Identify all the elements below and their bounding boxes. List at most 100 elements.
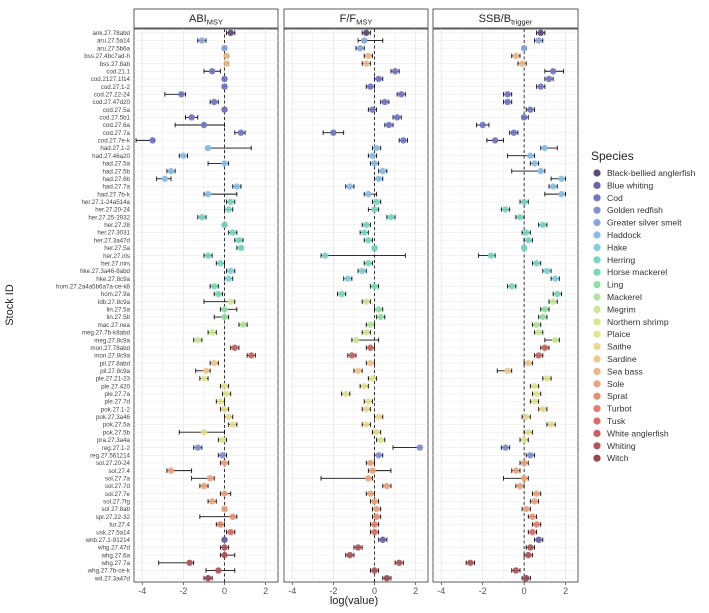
data-point [363, 29, 370, 37]
data-point [200, 121, 208, 129]
data-point [211, 359, 218, 367]
data-point [221, 405, 228, 413]
data-point [373, 505, 380, 513]
y-tick-label: pok.27.5a [103, 422, 131, 429]
data-point [348, 352, 356, 359]
data-point [235, 237, 243, 244]
y-tick-label: ank.27.78abd [92, 30, 130, 37]
data-point [221, 75, 228, 83]
legend-swatch [593, 380, 601, 388]
data-point [365, 475, 372, 482]
data-point [223, 60, 230, 67]
data-point [510, 129, 517, 136]
data-point [221, 505, 228, 513]
data-point [520, 45, 528, 52]
data-point [229, 513, 236, 520]
legend-label: Mackerel [607, 292, 642, 302]
data-point [221, 313, 228, 321]
data-point [527, 106, 534, 113]
data-point [225, 413, 232, 421]
data-point [537, 29, 544, 37]
legend-label: Turbot [607, 404, 632, 414]
legend-swatch [593, 194, 601, 202]
y-tick-label: spr.27.22-32 [96, 514, 131, 521]
legend-label: Whiting [607, 441, 636, 451]
data-point [539, 221, 546, 229]
data-point [371, 567, 378, 574]
data-point [549, 68, 557, 75]
y-tick-label: sol.27.7d [105, 483, 131, 490]
data-point [537, 167, 544, 175]
y-tick-label: pok.27.1-2 [101, 406, 131, 413]
legend-swatch [593, 206, 601, 214]
data-point [198, 37, 206, 44]
legend-swatch [593, 392, 601, 400]
data-point [365, 260, 372, 267]
legend-label: Ling [607, 280, 623, 290]
data-point [371, 498, 378, 505]
data-point [523, 229, 530, 236]
x-tick-label: -4 [437, 586, 445, 596]
legend-swatch [593, 219, 601, 227]
data-point [217, 521, 224, 528]
y-tick-label: had.27.46a20 [92, 153, 130, 160]
y-tick-label: lin.27.5a [107, 307, 131, 314]
data-point [221, 382, 228, 390]
legend-label: Herring [607, 255, 635, 265]
data-point [531, 498, 538, 505]
data-point [221, 536, 228, 543]
data-point [525, 551, 532, 559]
data-point [375, 306, 382, 313]
data-point [504, 98, 511, 106]
data-point [200, 482, 208, 490]
y-tick-label: usk.27.5a14 [96, 529, 130, 536]
y-tick-label: reg.27.1-2 [102, 445, 131, 452]
data-point [523, 574, 530, 582]
y-tick-label: mon.27.78abd [90, 345, 130, 352]
data-point [533, 321, 540, 328]
legend-label: Megrim [607, 304, 636, 314]
data-point [383, 574, 391, 582]
data-point [200, 429, 208, 436]
panel-ssb: SSB/Btrigger-4 -2 0 2 [432, 8, 579, 596]
data-point [516, 482, 524, 490]
data-point [321, 252, 329, 259]
data-point [539, 313, 546, 321]
y-tick-label: cod.21.1 [106, 68, 130, 75]
legend-label: Black-bellied anglerfish [607, 168, 696, 178]
data-point [537, 83, 544, 90]
legend-label: Horse mackerel [607, 267, 667, 277]
data-point [541, 144, 549, 152]
data-point [379, 167, 386, 175]
data-point [215, 290, 222, 298]
data-point [354, 367, 362, 374]
data-point [206, 475, 214, 482]
data-point [221, 551, 228, 559]
y-tick-label: sol.27.7e [105, 491, 131, 498]
y-tick-label: cod.27.7a [103, 130, 131, 137]
data-point [204, 144, 212, 152]
data-point [383, 482, 391, 490]
y-tick-label: whg.27.7b-ce-k [87, 568, 131, 575]
y-tick-label: whg.27.6a [100, 552, 130, 559]
y-tick-label: cod.27.22-24 [94, 91, 131, 98]
y-tick-label: meg.27.8c9a [94, 337, 130, 344]
x-tick-label: 2 [413, 586, 418, 596]
data-point [377, 436, 384, 444]
data-point [375, 452, 382, 459]
y-axis-title: Stock ID [4, 284, 16, 326]
data-point [167, 167, 175, 175]
legend-swatch [593, 442, 601, 450]
y-tick-label: sol.27.4 [108, 468, 130, 475]
data-point [520, 436, 528, 444]
y-tick-label: sol.27.7fg [103, 499, 130, 506]
data-point [377, 313, 384, 321]
data-point [221, 221, 228, 229]
data-point [237, 244, 245, 252]
data-point [502, 444, 509, 451]
data-point [535, 352, 542, 359]
y-tick-label: sol.27.8ab [101, 506, 130, 513]
y-tick-label: ple.27.21-23 [96, 376, 131, 383]
